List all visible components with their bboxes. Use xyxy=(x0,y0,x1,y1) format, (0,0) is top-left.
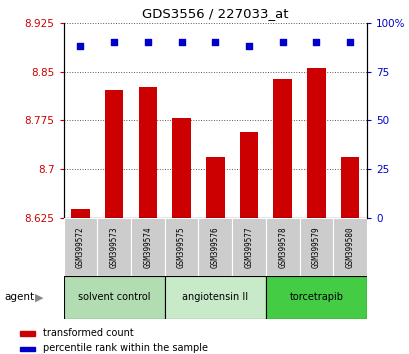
Title: GDS3556 / 227033_at: GDS3556 / 227033_at xyxy=(142,7,288,21)
Text: GSM399579: GSM399579 xyxy=(311,226,320,268)
Text: GSM399575: GSM399575 xyxy=(177,226,186,268)
Bar xyxy=(239,132,258,218)
Bar xyxy=(306,68,325,218)
Text: percentile rank within the sample: percentile rank within the sample xyxy=(43,343,207,353)
Point xyxy=(110,40,117,45)
Text: GSM399574: GSM399574 xyxy=(143,226,152,268)
Bar xyxy=(164,218,198,276)
Text: GSM399572: GSM399572 xyxy=(76,226,85,268)
Bar xyxy=(340,158,358,218)
Bar xyxy=(299,218,333,276)
Bar xyxy=(20,331,34,336)
Point xyxy=(279,40,285,45)
Point xyxy=(346,40,353,45)
Text: GSM399578: GSM399578 xyxy=(277,226,286,268)
Text: angiotensin II: angiotensin II xyxy=(182,292,248,302)
Text: GSM399576: GSM399576 xyxy=(210,226,219,268)
Bar xyxy=(105,90,123,218)
Text: GSM399573: GSM399573 xyxy=(109,226,118,268)
Text: solvent control: solvent control xyxy=(78,292,150,302)
Point xyxy=(144,40,151,45)
Bar xyxy=(172,118,190,218)
Point xyxy=(312,40,319,45)
Text: GSM399577: GSM399577 xyxy=(244,226,253,268)
Bar xyxy=(63,276,164,319)
Bar xyxy=(273,80,291,218)
Point xyxy=(245,44,252,49)
Bar xyxy=(138,87,157,218)
Bar xyxy=(71,209,90,218)
Bar xyxy=(63,218,97,276)
Text: agent: agent xyxy=(4,292,34,302)
Bar xyxy=(164,276,265,319)
Point xyxy=(178,40,184,45)
Point xyxy=(211,40,218,45)
Text: torcetrapib: torcetrapib xyxy=(289,292,343,302)
Bar xyxy=(20,347,34,350)
Bar xyxy=(265,218,299,276)
Bar xyxy=(231,218,265,276)
Point xyxy=(77,44,83,49)
Text: GSM399580: GSM399580 xyxy=(345,226,354,268)
Bar xyxy=(265,276,366,319)
Bar xyxy=(130,218,164,276)
Bar xyxy=(97,218,130,276)
Bar xyxy=(198,218,231,276)
Text: transformed count: transformed count xyxy=(43,328,133,338)
Bar xyxy=(333,218,366,276)
Bar xyxy=(205,158,224,218)
Text: ▶: ▶ xyxy=(35,292,43,302)
